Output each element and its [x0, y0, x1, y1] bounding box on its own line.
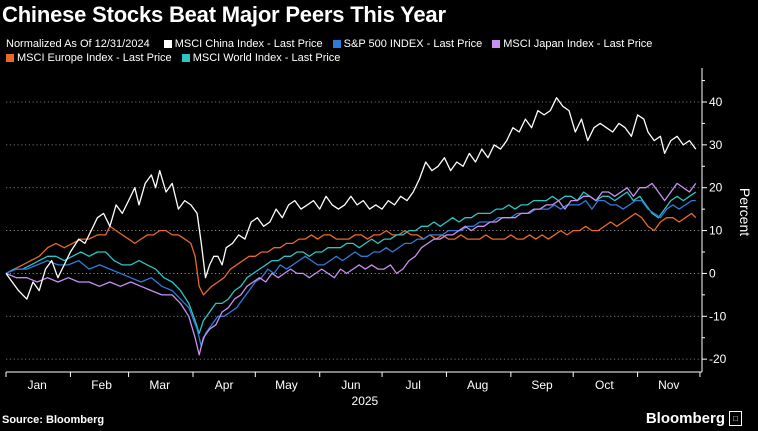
- bloomberg-logo: Bloomberg □: [646, 410, 742, 427]
- source-note: Source: Bloomberg: [2, 414, 105, 426]
- x-tick-label: Feb: [91, 378, 112, 392]
- badge-icon: □: [729, 411, 742, 426]
- series-line-msci-europe: [5, 212, 697, 296]
- legend-item-sp500: S&P 500 INDEX - Last Price: [332, 37, 483, 51]
- legend-row: Normalized As Of 12/31/2024 MSCI China I…: [6, 37, 746, 51]
- x-tick-label: Mar: [149, 378, 170, 392]
- x-tick-label: Jul: [406, 378, 421, 392]
- legend-item-msci-china: MSCI China Index - Last Price: [163, 37, 323, 51]
- legend-label-msci-china: MSCI China Index - Last Price: [174, 38, 323, 50]
- legend-swatch-msci-world: [181, 54, 190, 62]
- legend-item-msci-japan: MSCI Japan Index - Last Price: [492, 37, 652, 51]
- x-tick-label: Oct: [595, 378, 614, 392]
- y-tick-label: 10: [709, 224, 723, 238]
- y-tick-label: -10: [709, 309, 727, 323]
- series-line-msci-world: [5, 191, 697, 335]
- brand-name: Bloomberg: [645, 410, 725, 427]
- chart-legend: Normalized As Of 12/31/2024 MSCI China I…: [6, 37, 746, 65]
- x-axis-label: 2025: [352, 394, 379, 408]
- legend-item-msci-world: MSCI World Index - Last Price: [181, 51, 341, 65]
- legend-swatch-msci-japan: [492, 40, 501, 48]
- chart-title: Chinese Stocks Beat Major Peers This Yea…: [2, 2, 446, 27]
- legend-subtitle: Normalized As Of 12/31/2024: [6, 38, 150, 50]
- x-tick-label: Jun: [341, 378, 360, 392]
- x-tick-label: Nov: [658, 378, 679, 392]
- y-tick-label: 0: [709, 266, 716, 280]
- y-axis-label: Percent: [737, 188, 753, 236]
- y-tick-label: -20: [709, 352, 727, 366]
- legend-label-msci-world: MSCI World Index - Last Price: [192, 52, 341, 64]
- legend-label-msci-europe: MSCI Europe Index - Last Price: [17, 52, 172, 64]
- legend-swatch-sp500: [332, 40, 341, 48]
- x-tick-label: Aug: [467, 378, 488, 392]
- series-line-msci-china: [5, 97, 697, 300]
- legend-swatch-msci-europe: [6, 54, 14, 62]
- legend-swatch-msci-china: [163, 40, 172, 48]
- legend-row: MSCI Europe Index - Last Price MSCI Worl…: [6, 51, 746, 65]
- x-tick-label: Apr: [215, 378, 234, 392]
- legend-label-msci-japan: MSCI Japan Index - Last Price: [503, 38, 653, 50]
- y-tick-label: 40: [709, 95, 723, 109]
- series-line-sp500: [5, 199, 696, 347]
- x-tick-label: Jan: [27, 378, 46, 392]
- series-line-msci-japan: [5, 182, 697, 356]
- y-tick-label: 20: [709, 181, 723, 195]
- legend-label-sp500: S&P 500 INDEX - Last Price: [343, 38, 483, 50]
- y-tick-label: 30: [709, 138, 723, 152]
- x-tick-label: May: [275, 378, 298, 392]
- x-tick-label: Sep: [531, 378, 553, 392]
- legend-item-msci-europe: MSCI Europe Index - Last Price: [6, 51, 172, 65]
